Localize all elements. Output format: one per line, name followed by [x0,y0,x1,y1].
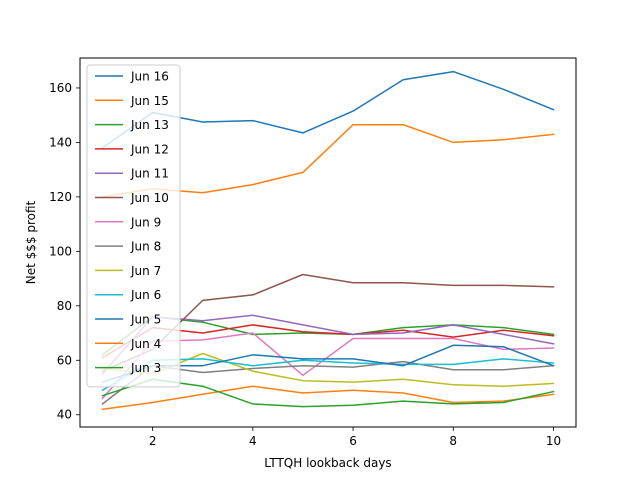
ticks-layer: 2 4 6 8 10 40 60 80 100 120 140 160 [49,81,561,448]
legend-label: Jun 15 [130,94,169,108]
y-tick-label: 120 [49,190,72,204]
y-tick-label: 40 [57,408,72,422]
legend: Jun 16 Jun 15 Jun 13 Jun 12 Jun 11 Jun 10 Jun … [86,64,181,388]
y-tick-label: 60 [57,353,72,367]
legend-label: Jun 3 [130,361,161,375]
x-tick-label: 2 [149,434,157,448]
x-axis-label: LTTQH lookback days [264,456,391,470]
legend-label: Jun 4 [130,337,161,351]
legend-label: Jun 5 [130,313,161,327]
y-tick-label: 160 [49,81,72,95]
y-tick-label: 80 [57,299,72,313]
legend-label: Jun 13 [130,118,169,132]
series-line-12 [101,385,555,411]
x-tick-label: 10 [546,434,561,448]
legend-label: Jun 8 [130,240,161,254]
legend-box [86,64,181,388]
y-tick-label: 100 [49,244,72,258]
y-tick-label: 140 [49,135,72,149]
legend-label: Jun 11 [130,167,169,181]
legend-label: Jun 9 [130,215,161,229]
x-tick-label: 8 [449,434,457,448]
legend-label: Jun 16 [130,70,169,84]
legend-label: Jun 10 [130,191,169,205]
legend-label: Jun 12 [130,142,169,156]
y-axis-label: Net $$$ profit [24,200,38,284]
legend-label: Jun 7 [130,264,161,278]
legend-label: Jun 6 [130,288,161,302]
x-tick-label: 6 [349,434,357,448]
axes-frame [79,57,577,428]
x-tick-label: 4 [249,434,257,448]
